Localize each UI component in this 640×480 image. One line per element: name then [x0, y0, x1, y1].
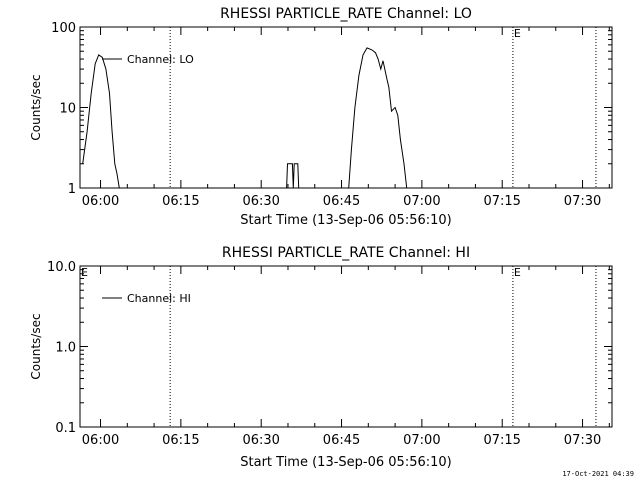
x-tick-label: 06:30 — [242, 194, 279, 209]
x-tick-label: 07:00 — [403, 433, 440, 448]
x-tick-label: 07:30 — [564, 194, 601, 209]
x-tick-label: 06:00 — [82, 433, 119, 448]
y-axis-label: Counts/sec — [29, 313, 43, 379]
x-tick-label: 06:45 — [323, 194, 360, 209]
x-tick-label: 06:30 — [242, 433, 279, 448]
series-line — [286, 163, 300, 189]
x-tick-label: 07:30 — [564, 433, 601, 448]
x-tick-label: 07:00 — [403, 194, 440, 209]
y-axis-label: Counts/sec — [29, 74, 43, 140]
y-tick-label: 10.0 — [47, 260, 76, 275]
footer-timestamp: 17-Oct-2021 04:39 — [562, 470, 634, 478]
x-tick-label: 06:15 — [162, 433, 199, 448]
chart-title: RHESSI PARTICLE_RATE Channel: HI — [222, 245, 470, 261]
x-tick-label: 06:00 — [82, 194, 119, 209]
y-tick-label: 1.0 — [55, 341, 76, 356]
y-tick-label: 10 — [59, 102, 76, 117]
plot-frame — [79, 265, 613, 428]
x-axis-label: Start Time (13-Sep-06 05:56:10) — [240, 213, 451, 228]
event-marker-label: E — [514, 266, 521, 279]
y-tick-label: 0.1 — [55, 421, 76, 436]
event-marker-label: E — [514, 27, 521, 40]
chart-title: RHESSI PARTICLE_RATE Channel: LO — [220, 6, 472, 22]
event-marker-label: E — [81, 266, 88, 279]
y-tick-label: 1 — [68, 182, 76, 197]
x-tick-label: 07:15 — [483, 194, 520, 209]
x-tick-label: 07:15 — [483, 433, 520, 448]
x-tick-label: 06:45 — [323, 433, 360, 448]
legend-label: Channel: HI — [127, 292, 191, 305]
series-line — [82, 54, 120, 189]
series-line — [348, 47, 408, 189]
x-axis-label: Start Time (13-Sep-06 05:56:10) — [240, 455, 451, 470]
legend-label: Channel: LO — [127, 53, 194, 66]
x-tick-label: 06:15 — [162, 194, 199, 209]
y-tick-label: 100 — [51, 21, 76, 36]
plot-frame — [79, 26, 613, 189]
